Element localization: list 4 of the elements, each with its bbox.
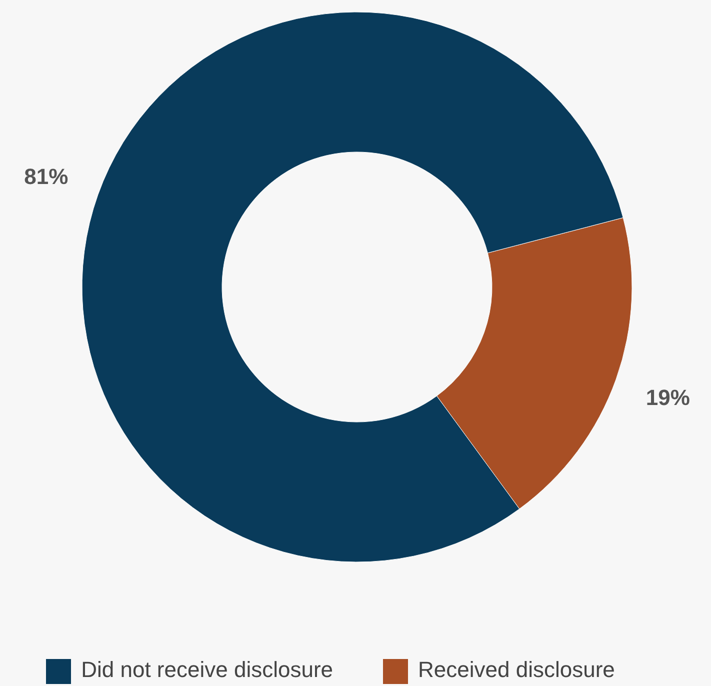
legend-label: Received disclosure [418, 657, 615, 682]
legend-label: Did not receive disclosure [81, 657, 334, 682]
data-label: 19% [646, 385, 690, 410]
data-label: 81% [24, 164, 68, 189]
